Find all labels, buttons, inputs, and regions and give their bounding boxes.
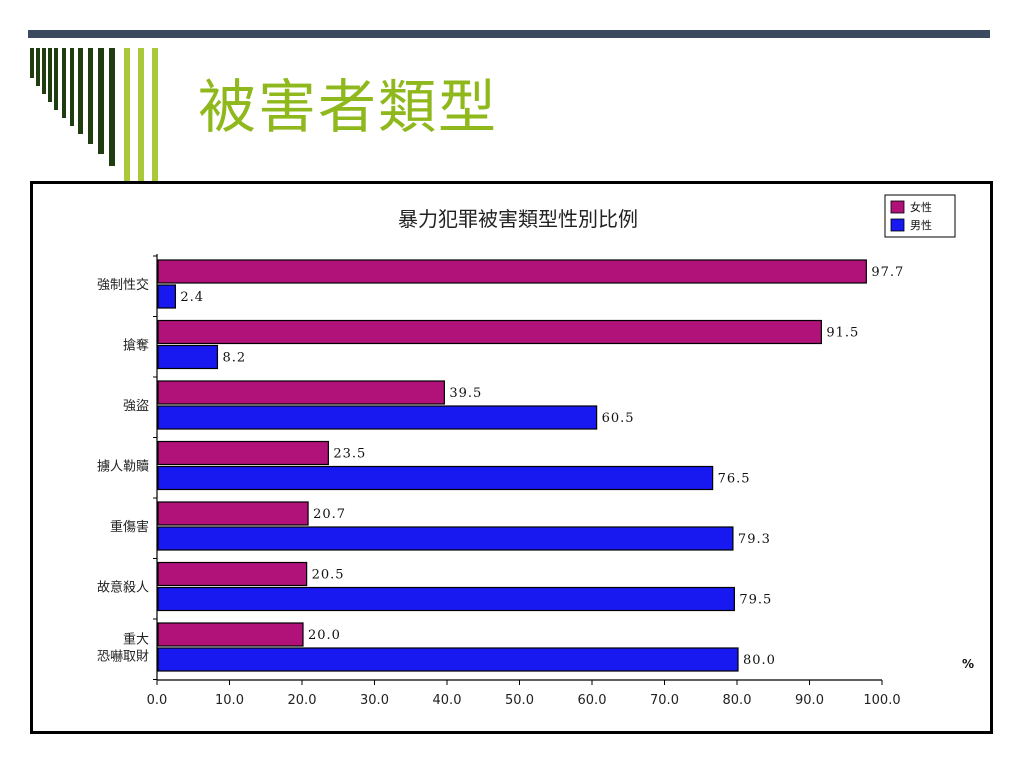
category-label: 強盜 [123,399,149,414]
data-label-male: 80.0 [743,653,776,668]
stripe-bar [152,48,158,183]
category-label: 故意殺人 [97,580,149,596]
bar-female [157,622,304,647]
category-label: 重大 [123,632,149,648]
data-label-female: 20.5 [312,568,345,583]
bar-female [157,380,445,405]
stripe-bar [124,48,130,183]
bar-female [157,440,329,466]
x-unit-label: % [962,657,974,671]
x-tick-label: 40.0 [433,693,462,708]
category-label: 恐嚇取財 [97,650,149,665]
data-label-female: 97.7 [871,265,904,280]
data-label-female: 39.5 [449,386,482,401]
legend-swatch-male [890,218,905,232]
x-tick-label: 10.0 [215,693,244,708]
x-tick-label: 0.0 [147,693,168,708]
stripe-bar [54,48,58,110]
x-tick-label: 20.0 [288,693,317,708]
bar-male [157,586,735,612]
data-label-male: 79.5 [739,593,772,608]
stripe-bar [70,48,74,126]
chart-frame: 暴力犯罪被害類型性別比例 女性男性 0.0 10.0 20.0 30.0 40.0 50.0 6… [30,181,993,734]
data-label-male: 60.5 [602,411,635,426]
stripe-bar [109,48,115,166]
data-label-male: 8.2 [222,351,246,366]
x-tick-label: 30.0 [360,693,389,708]
bar-male [157,284,176,309]
stripe-bar [138,48,144,183]
legend-swatch-female [890,200,905,214]
data-label-female: 20.7 [313,507,346,522]
bar-female [157,259,867,284]
stripe-bar [98,48,104,154]
bar-male [157,465,714,491]
decorative-stripes [30,48,158,183]
category-label: 強制性交 [97,277,149,293]
bar-male [157,344,219,370]
bar-male [157,405,598,430]
chart-title: 暴力犯罪被害類型性別比例 [398,207,638,231]
stripe-bar [30,48,34,78]
stripe-bar [62,48,66,118]
bar-female [157,561,308,587]
legend-label-female: 女性 [910,200,932,214]
stripe-bar [42,48,46,94]
data-label-male: 2.4 [180,290,204,305]
top-rule [28,30,990,38]
x-tick-label: 100.0 [863,693,900,708]
x-tick-label: 90.0 [795,693,824,708]
bar-female [157,319,822,345]
stripe-bar [88,48,93,144]
data-label-male: 76.5 [718,472,751,487]
bar-female [157,501,309,526]
x-tick-label: 70.0 [650,693,679,708]
slide-title: 被害者類型 [198,73,499,141]
bar-male [157,647,739,672]
legend-label-male: 男性 [910,218,932,232]
stripe-bar [78,48,83,134]
data-label-female: 91.5 [826,326,859,341]
data-label-female: 20.0 [308,628,341,643]
x-tick-label: 50.0 [505,693,534,708]
x-tick-label: 60.0 [578,693,607,708]
category-label: 重傷害 [110,519,149,535]
stripe-bar [48,48,52,102]
data-label-male: 79.3 [738,532,771,547]
category-label: 搶奪 [123,338,149,354]
stripe-bar [36,48,40,86]
bar-male [157,526,734,551]
category-label: 擄人勒贖 [97,460,149,475]
x-tick-label: 80.0 [723,693,752,708]
data-label-female: 23.5 [333,447,366,462]
